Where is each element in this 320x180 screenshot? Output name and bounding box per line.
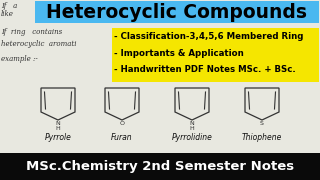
- Text: If   a: If a: [1, 2, 17, 10]
- Text: MSc.Chemistry 2nd Semester Notes: MSc.Chemistry 2nd Semester Notes: [26, 160, 294, 173]
- Text: heterocyclic  aromati: heterocyclic aromati: [1, 40, 76, 48]
- Text: - Handwritten PDF Notes MSc. + BSc.: - Handwritten PDF Notes MSc. + BSc.: [114, 65, 296, 74]
- Text: Thiophene: Thiophene: [242, 133, 282, 142]
- FancyBboxPatch shape: [35, 1, 319, 23]
- Text: Furan: Furan: [111, 133, 133, 142]
- Text: S: S: [260, 121, 264, 126]
- Text: N: N: [190, 121, 194, 126]
- Text: - Importants & Application: - Importants & Application: [114, 48, 244, 57]
- FancyBboxPatch shape: [0, 153, 320, 180]
- Text: example :-: example :-: [1, 55, 38, 63]
- Text: - Classification-3,4,5,6 Membered Ring: - Classification-3,4,5,6 Membered Ring: [114, 32, 303, 41]
- Text: If  ring   contains: If ring contains: [1, 28, 62, 36]
- Text: like: like: [1, 10, 14, 18]
- Text: H: H: [190, 125, 194, 130]
- Text: O: O: [119, 121, 124, 126]
- Text: N: N: [56, 121, 60, 126]
- Text: H: H: [56, 125, 60, 130]
- FancyBboxPatch shape: [112, 28, 319, 82]
- Text: Pyrrolidine: Pyrrolidine: [172, 133, 212, 142]
- Text: Heterocyclic Compounds: Heterocyclic Compounds: [46, 3, 308, 21]
- Text: Pyrrole: Pyrrole: [44, 133, 71, 142]
